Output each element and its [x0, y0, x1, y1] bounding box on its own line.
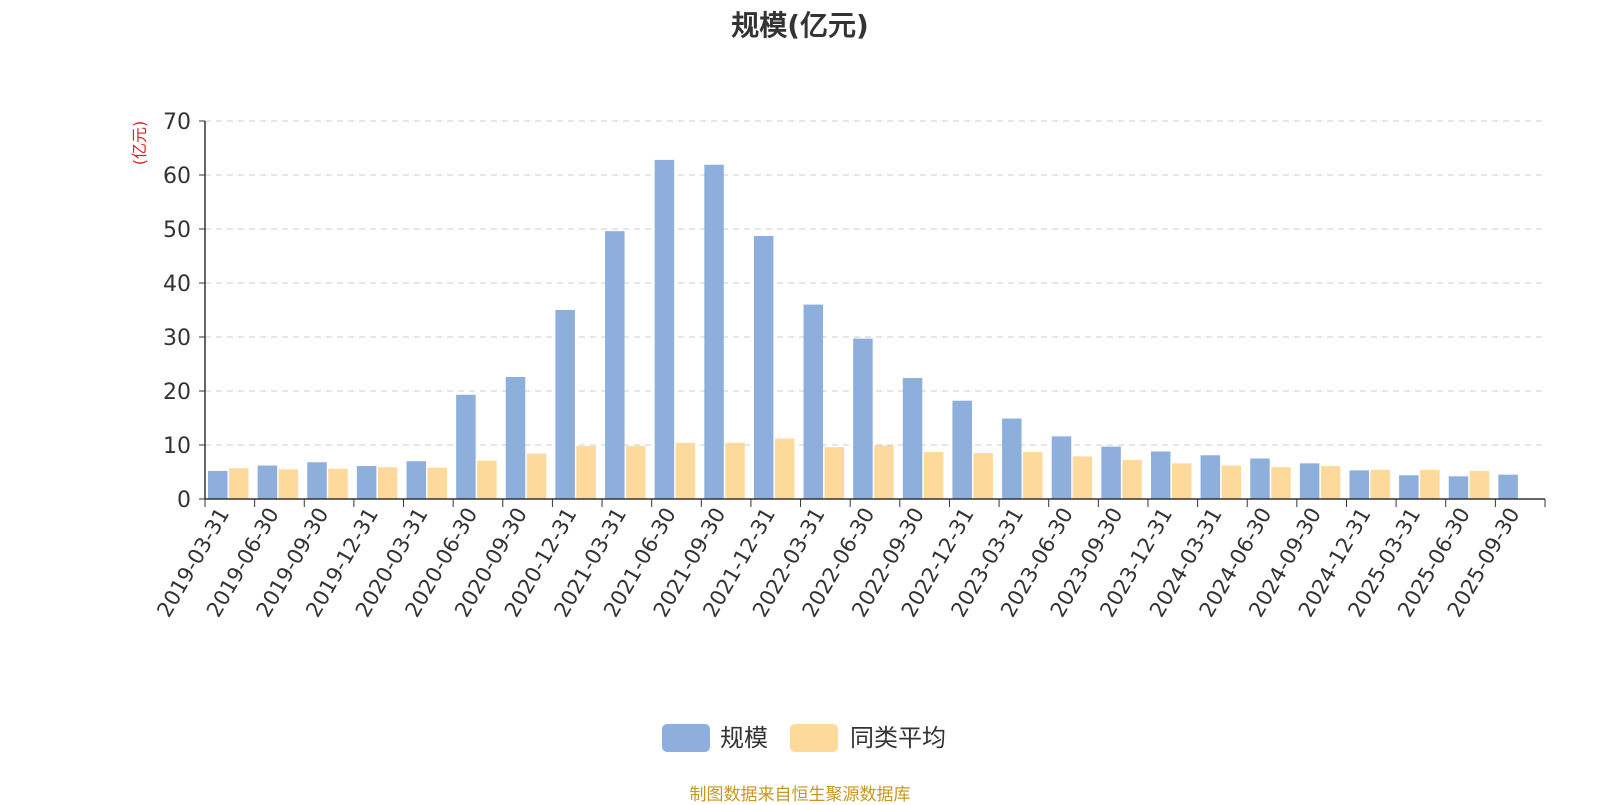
y-tick-labels: 0 10 20 30 40 50 60 70	[163, 110, 205, 513]
bar-peer-average[interactable]	[1072, 456, 1093, 499]
bar-peer-average[interactable]	[973, 453, 993, 499]
bar-scale[interactable]	[1101, 446, 1121, 499]
bar-scale[interactable]	[1399, 475, 1419, 499]
bar-peer-average[interactable]	[1221, 465, 1242, 499]
bar-scale[interactable]	[1299, 463, 1320, 499]
bar-scale[interactable]	[1200, 455, 1221, 499]
bar-peer-average[interactable]	[675, 442, 696, 499]
y-tick-label: 70	[163, 110, 191, 135]
bar-peer-average[interactable]	[1271, 467, 1291, 499]
bar-scale[interactable]	[208, 470, 228, 499]
bar-peer-average[interactable]	[477, 460, 497, 499]
y-tick-label: 50	[163, 218, 191, 243]
bar-scale[interactable]	[1498, 474, 1518, 499]
y-tick-label: 20	[163, 380, 191, 405]
source-note: 制图数据来自恒生聚源数据库	[689, 785, 911, 805]
bar-peer-average[interactable]	[1171, 463, 1192, 499]
bar-peer-average[interactable]	[1122, 460, 1142, 499]
y-tick-label: 0	[177, 488, 191, 513]
bar-peer-average[interactable]	[278, 469, 299, 499]
bar-scale[interactable]	[1002, 418, 1022, 499]
bar-scale[interactable]	[654, 159, 675, 499]
bar-scale[interactable]	[1150, 451, 1171, 499]
bar-scale[interactable]	[1250, 458, 1270, 500]
bar-scale[interactable]	[456, 394, 476, 499]
x-tick-labels: 2019-03-312019-06-302019-09-302019-12-31…	[152, 499, 1546, 621]
bar-peer-average[interactable]	[229, 468, 249, 499]
bar-scale[interactable]	[952, 400, 972, 499]
legend-label[interactable]: 同类平均	[850, 724, 946, 752]
bar-peer-average[interactable]	[725, 442, 745, 499]
legend: 规模 同类平均	[662, 724, 946, 752]
bar-peer-average[interactable]	[1420, 469, 1440, 499]
bar-scale[interactable]	[307, 462, 327, 499]
bar-peer-average[interactable]	[328, 468, 348, 499]
bar-scale[interactable]	[853, 338, 873, 499]
bar-scale[interactable]	[555, 310, 575, 499]
bar-peer-average[interactable]	[427, 467, 448, 499]
bar-peer-average[interactable]	[874, 445, 894, 499]
bar-scale[interactable]	[803, 304, 824, 499]
bar-scale[interactable]	[902, 378, 923, 499]
bar-peer-average[interactable]	[576, 446, 596, 499]
bar-scale[interactable]	[257, 465, 278, 499]
legend-swatch[interactable]	[662, 724, 710, 752]
chart-title: 规模(亿元)	[731, 9, 869, 42]
legend-swatch[interactable]	[790, 724, 838, 752]
bar-peer-average[interactable]	[526, 453, 547, 499]
bar-peer-average[interactable]	[774, 438, 795, 499]
bar-peer-average[interactable]	[824, 447, 845, 499]
y-tick-label: 10	[163, 434, 191, 459]
grid-lines	[205, 120, 1545, 446]
bar-scale[interactable]	[704, 164, 724, 500]
y-tick-label: 40	[163, 272, 191, 297]
bar-peer-average[interactable]	[1469, 470, 1490, 499]
axes	[204, 121, 1545, 500]
bar-peer-average[interactable]	[1320, 466, 1341, 499]
y-tick-label: 60	[163, 164, 191, 189]
bar-peer-average[interactable]	[1023, 452, 1043, 499]
bar-scale[interactable]	[605, 231, 625, 499]
bar-scale[interactable]	[406, 461, 427, 499]
legend-label[interactable]: 规模	[720, 724, 768, 752]
bar-peer-average[interactable]	[923, 452, 944, 499]
bar-scale[interactable]	[1448, 476, 1469, 499]
bar-scale[interactable]	[753, 236, 774, 499]
y-tick-label: 30	[163, 326, 191, 351]
bars	[208, 159, 1518, 500]
bar-peer-average[interactable]	[377, 467, 398, 499]
bar-peer-average[interactable]	[626, 446, 646, 499]
bar-peer-average[interactable]	[1370, 469, 1390, 499]
bar-scale[interactable]	[1051, 436, 1072, 499]
bar-scale[interactable]	[356, 466, 377, 499]
y-axis-label: (亿元)	[130, 121, 149, 166]
bar-scale[interactable]	[505, 376, 526, 499]
bar-scale[interactable]	[1349, 470, 1369, 499]
